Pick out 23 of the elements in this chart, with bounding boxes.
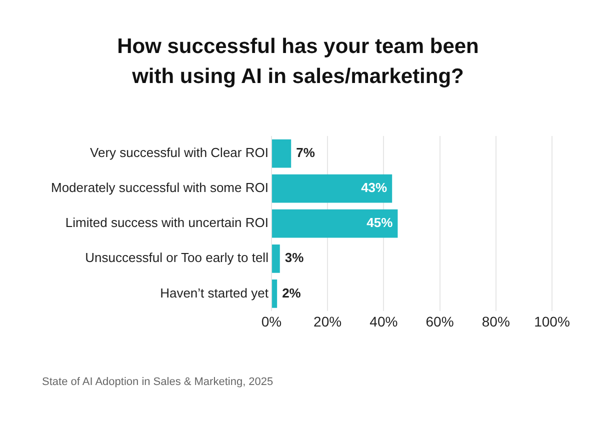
chart-title: How successful has your team been with using AI in sales/marketing? [116,34,480,90]
data-label: 2% [282,285,302,300]
bar [272,209,398,238]
y-tick-label: Very successful with Clear ROI [90,145,268,160]
data-label: 45% [366,215,394,230]
data-label: 43% [361,180,388,196]
bar [272,279,278,308]
text: State of AI Adoption in Sales & Marketing, 2025 [42,376,274,388]
x-tick-label: 100% [534,313,570,330]
x-tick-label: 40% [370,313,398,330]
bar [272,139,292,168]
x-tick-label: 20% [314,313,342,330]
x-tick-label: 80% [482,313,510,330]
y-tick-label: Limited success with uncertain ROI [65,215,268,230]
bar [272,174,392,203]
y-tick-label: Unsuccessful or Too early to tell [85,250,269,266]
bar [272,244,280,273]
x-tick-label: 0% [261,313,282,330]
x-tick-label: 60% [426,313,454,330]
y-tick-label: Haven’t started yet [160,285,269,300]
data-label: 7% [296,145,316,160]
data-label: 3% [284,250,304,266]
y-tick-label: Moderately successful with some ROI [50,180,268,196]
